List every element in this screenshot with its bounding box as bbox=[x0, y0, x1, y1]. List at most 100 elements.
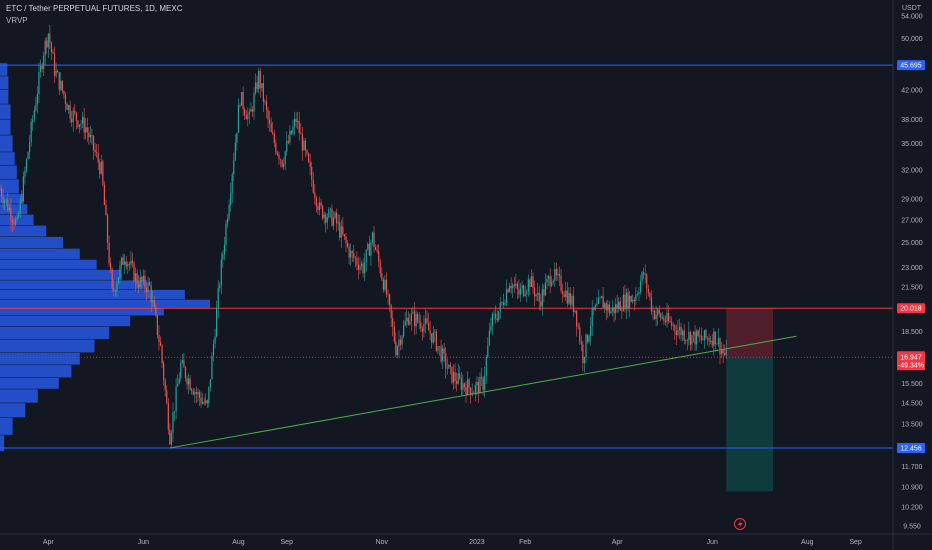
candle-body bbox=[401, 336, 403, 345]
candle-body bbox=[228, 204, 230, 219]
candle-body bbox=[602, 296, 604, 308]
candle-body bbox=[88, 132, 90, 138]
y-tick-label: 15.500 bbox=[901, 381, 923, 388]
candle-body bbox=[69, 105, 71, 119]
candle-body bbox=[86, 127, 88, 133]
candle-body bbox=[156, 315, 159, 336]
candle-body bbox=[519, 288, 522, 295]
y-tick-label: 14.500 bbox=[901, 401, 923, 408]
candle-body bbox=[410, 313, 413, 321]
y-tick-label: 18.500 bbox=[901, 329, 923, 336]
candle-body bbox=[194, 391, 196, 395]
candle-body bbox=[345, 236, 347, 243]
candle-body bbox=[119, 265, 121, 278]
candle-body bbox=[610, 311, 612, 314]
candle-body bbox=[435, 331, 437, 351]
candle-body bbox=[329, 208, 331, 210]
candle-body bbox=[29, 142, 31, 153]
candle-body bbox=[547, 276, 550, 279]
candle-body bbox=[527, 279, 529, 292]
candle-body bbox=[222, 254, 224, 260]
volume-profile-bar bbox=[0, 204, 28, 215]
candle-body bbox=[147, 282, 149, 293]
candle-body bbox=[30, 122, 32, 143]
candle-body bbox=[180, 362, 182, 379]
candle-body bbox=[198, 392, 201, 398]
candle-body bbox=[80, 123, 82, 125]
candle-body bbox=[44, 40, 46, 56]
candle-body bbox=[240, 92, 243, 106]
candle-body bbox=[504, 303, 506, 305]
candle-body bbox=[696, 330, 698, 345]
candle-body bbox=[644, 274, 646, 276]
candle-body bbox=[657, 309, 659, 316]
candle-body bbox=[686, 339, 688, 341]
candle-body bbox=[384, 279, 386, 290]
candle-body bbox=[251, 109, 254, 112]
candle-body bbox=[666, 312, 668, 323]
candle-body bbox=[392, 317, 394, 327]
volume-profile-bar bbox=[0, 236, 63, 249]
candle-body bbox=[301, 133, 303, 151]
candle-body bbox=[284, 151, 286, 164]
candle-body bbox=[635, 294, 637, 301]
candle-body bbox=[187, 378, 190, 385]
candle-body bbox=[106, 215, 109, 243]
candle-body bbox=[67, 105, 70, 110]
candle-body bbox=[149, 282, 151, 286]
y-tick-label: 27.000 bbox=[901, 218, 923, 225]
candle-body bbox=[413, 311, 416, 327]
candle-body bbox=[60, 80, 62, 90]
candle-body bbox=[4, 200, 6, 204]
candle-body bbox=[725, 349, 727, 355]
candle-body bbox=[650, 296, 653, 312]
candle-body bbox=[512, 284, 514, 289]
candle-body bbox=[351, 251, 353, 253]
candle-body bbox=[505, 289, 508, 304]
candle-body bbox=[614, 304, 617, 314]
candle-body bbox=[170, 432, 173, 445]
candle-body bbox=[451, 366, 453, 383]
indicator-label-vrvp[interactable]: VRVP bbox=[6, 16, 28, 25]
candle-body bbox=[456, 380, 458, 384]
candle-body bbox=[618, 301, 620, 309]
candle-body bbox=[438, 346, 441, 347]
candle-body bbox=[532, 276, 534, 288]
candle-body bbox=[258, 71, 260, 90]
candle-body bbox=[611, 307, 614, 312]
volume-profile-bar bbox=[0, 269, 122, 280]
candle-body bbox=[331, 208, 333, 226]
candle-body bbox=[116, 283, 118, 292]
x-tick-label: Aug bbox=[801, 539, 814, 546]
candle-body bbox=[99, 162, 101, 174]
candle-body bbox=[596, 303, 598, 306]
candle-body bbox=[205, 400, 207, 404]
candle-body bbox=[71, 118, 73, 123]
candle-body bbox=[557, 274, 559, 276]
candle-body bbox=[448, 364, 450, 369]
candle-body bbox=[702, 339, 704, 341]
candle-body bbox=[674, 325, 676, 331]
candle-body bbox=[535, 294, 537, 297]
candle-body bbox=[336, 212, 338, 224]
candle-body bbox=[457, 373, 459, 384]
candle-body bbox=[655, 315, 657, 319]
candle-body bbox=[138, 284, 140, 288]
candle-body bbox=[632, 299, 634, 302]
candle-body bbox=[594, 305, 596, 311]
y-tick-label: 32.000 bbox=[901, 168, 923, 175]
y-tick-label: 38.000 bbox=[901, 117, 923, 124]
candle-body bbox=[326, 217, 328, 223]
candle-body bbox=[703, 330, 706, 341]
candle-body bbox=[356, 258, 358, 265]
level-tag-label: 20.018 bbox=[900, 306, 922, 313]
candle-body bbox=[395, 341, 397, 355]
candle-body bbox=[303, 140, 305, 151]
candle-body bbox=[348, 246, 350, 258]
candle-body bbox=[406, 317, 408, 322]
candle-body bbox=[77, 120, 79, 127]
candle-body bbox=[183, 360, 185, 368]
volume-profile-bar bbox=[0, 339, 95, 353]
